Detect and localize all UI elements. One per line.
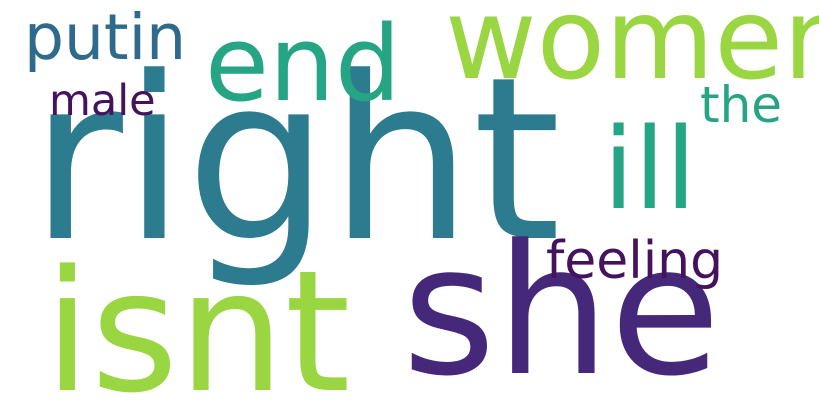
word-she: she — [402, 207, 721, 416]
word-isnt: isnt — [44, 234, 351, 419]
word-ill: ill — [603, 105, 697, 235]
word-women: women — [445, 0, 819, 105]
word-male: male — [49, 76, 156, 126]
word-feeling: feeling — [546, 231, 724, 291]
word-right: right — [30, 29, 562, 292]
word-end: end — [205, 3, 401, 125]
word-the: the — [700, 76, 783, 134]
word-putin: putin — [24, 1, 187, 74]
